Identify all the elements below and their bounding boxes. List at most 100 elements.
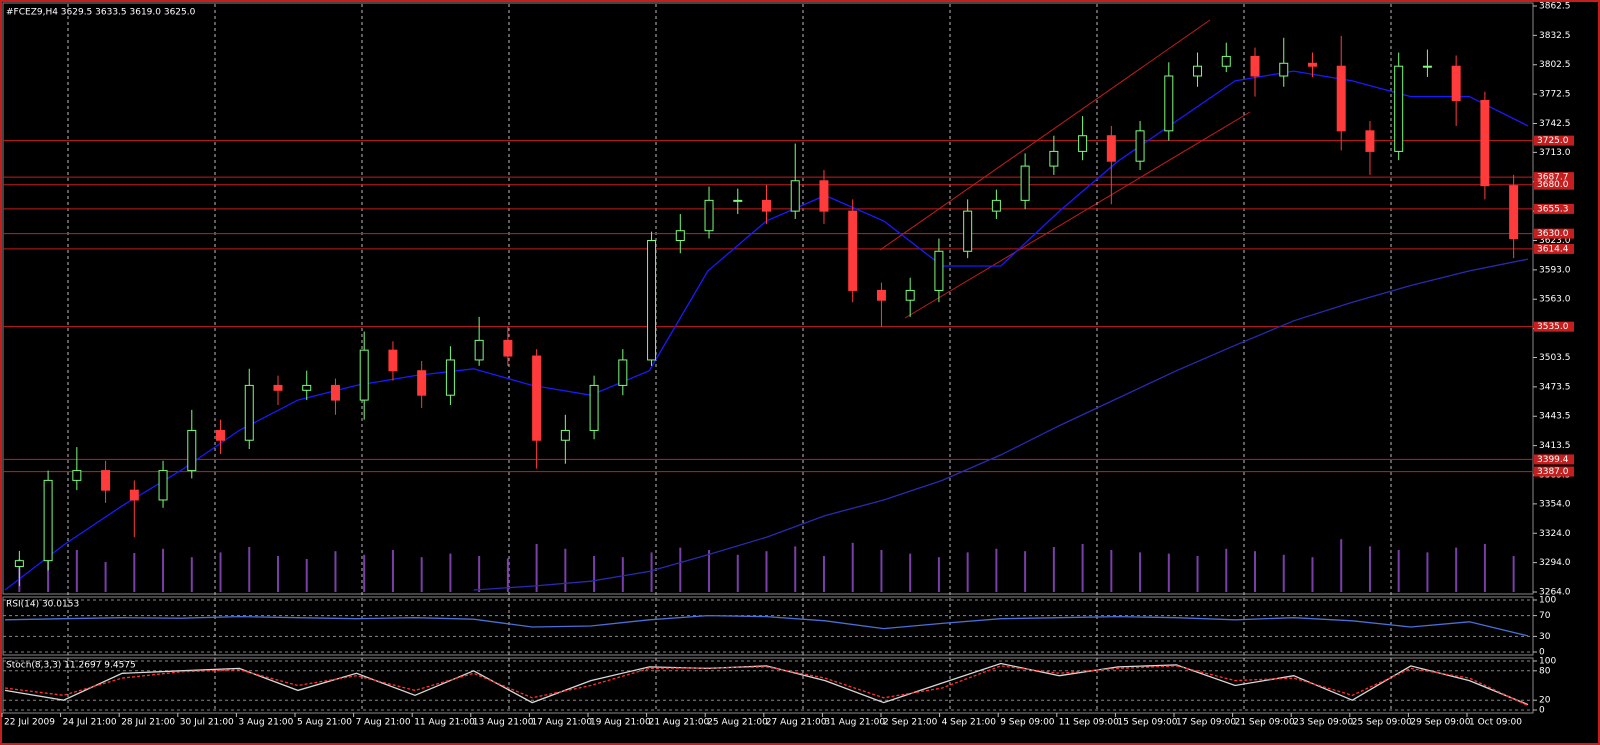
candle-body <box>934 250 944 291</box>
x-tick-label: 7 Aug 21:00 <box>356 718 411 728</box>
volume-bar <box>736 554 739 592</box>
candle-body <box>43 479 53 562</box>
level-label-box <box>1534 454 1574 465</box>
volume-bar <box>564 548 567 592</box>
level-label-box <box>1534 243 1574 254</box>
level-label: 3630.0 <box>1537 229 1569 239</box>
candle-body <box>991 199 1001 212</box>
volume-bar <box>449 553 452 592</box>
volume-bar <box>363 554 366 592</box>
stoch-title: Stoch(8,3,3) 11.2697 9.4575 <box>6 661 136 671</box>
volume-bar <box>276 556 279 592</box>
volume-bar <box>219 552 222 592</box>
x-tick-label: 28 Jul 21:00 <box>121 718 175 728</box>
volume-bar <box>1110 550 1113 592</box>
x-tick-label: 23 Sep 09:00 <box>1293 718 1353 728</box>
chart-title: #FCEZ9,H4 3629.5 3633.5 3619.0 3625.0 <box>6 8 196 18</box>
x-tick-label: 29 Sep 09:00 <box>1410 718 1470 728</box>
level-label-box <box>1534 228 1574 239</box>
candle-body <box>675 230 685 241</box>
x-tick-label: 25 Aug 21:00 <box>707 718 768 728</box>
x-tick-label: 24 Jul 21:00 <box>63 718 117 728</box>
candle-body <box>187 429 197 472</box>
y-tick-label: 70 <box>1539 611 1551 621</box>
candle-body <box>1106 135 1116 162</box>
channel <box>879 19 1251 319</box>
x-tick-label: 27 Aug 21:00 <box>766 718 827 728</box>
volume-bar <box>162 548 165 592</box>
y-tick-label: 3324.0 <box>1539 529 1571 539</box>
volume-bar <box>1052 547 1055 592</box>
candle-body <box>1049 150 1059 167</box>
volume-bar <box>478 556 481 592</box>
y-tick-label: 3593.0 <box>1539 265 1571 275</box>
candle-body <box>244 384 254 441</box>
candle-body <box>589 384 599 431</box>
level-label-box <box>1534 321 1574 332</box>
candle-body <box>1250 55 1260 77</box>
y-tick-label: 3563.0 <box>1539 295 1571 305</box>
y-tick-label: 3473.5 <box>1539 382 1571 392</box>
y-tick-label: 3443.5 <box>1539 412 1571 422</box>
candle-body <box>216 429 226 441</box>
candle-body <box>445 359 455 396</box>
candle-body <box>1020 165 1030 201</box>
x-tick-label: 25 Sep 09:00 <box>1352 718 1412 728</box>
y-tick-label: 3713.0 <box>1539 148 1571 158</box>
volume-bar <box>75 550 78 592</box>
y-tick-label: 3413.5 <box>1539 441 1571 451</box>
candle-body <box>273 384 283 391</box>
y-tick-label: 3264.0 <box>1539 588 1571 598</box>
candle-body <box>819 180 829 212</box>
candle-body <box>1480 99 1490 187</box>
level-label-box <box>1534 179 1574 190</box>
volume-bar <box>1311 557 1314 592</box>
volume-bar <box>391 550 394 592</box>
x-tick-label: 5 Aug 21:00 <box>297 718 352 728</box>
rsi-title: RSI(14) 30.0153 <box>6 600 79 610</box>
candle-body <box>733 199 743 202</box>
y-tick-label: 30 <box>1539 632 1551 642</box>
volume-bar <box>851 542 854 592</box>
y-tick-label: 3503.5 <box>1539 353 1571 363</box>
candle-body <box>1279 62 1289 77</box>
volume-bar <box>708 550 711 592</box>
candle-body <box>848 210 858 291</box>
volume-bar <box>506 558 509 592</box>
rsi-panel <box>2 596 1534 656</box>
y-tick-label: 3832.5 <box>1539 31 1571 41</box>
indicator-line <box>473 258 1529 591</box>
volume-bar <box>420 557 423 592</box>
x-tick-label: 11 Sep 09:00 <box>1059 718 1119 728</box>
level-label: 3655.3 <box>1537 204 1569 214</box>
level-label: 3687.7 <box>1537 173 1569 183</box>
candle-body <box>1193 65 1203 77</box>
volume-bar <box>1254 551 1257 592</box>
level-label-box <box>1534 135 1574 146</box>
candle-body <box>963 210 973 252</box>
channel-line <box>904 111 1251 319</box>
candle-body <box>101 470 111 491</box>
volume-bar <box>995 548 998 592</box>
y-tick-label: 3294.0 <box>1539 558 1571 568</box>
volume-bar <box>937 557 940 592</box>
y-tick-label: 3862.5 <box>1539 2 1571 12</box>
candle-body <box>359 349 369 401</box>
volume-bar <box>334 551 337 592</box>
candle-body <box>474 339 484 361</box>
volume-bar <box>966 552 969 592</box>
candle-body <box>790 180 800 212</box>
indicator-line <box>4 665 1529 707</box>
level-label: 3725.0 <box>1537 136 1569 146</box>
volume-bar <box>305 559 308 592</box>
volume-bar <box>650 552 653 592</box>
candle-body <box>1135 130 1145 162</box>
candle-body <box>417 370 427 396</box>
candle-body <box>330 384 340 401</box>
level-label: 3387.0 <box>1537 467 1569 477</box>
volume-bar <box>104 562 107 592</box>
y-tick-label: 3772.5 <box>1539 90 1571 100</box>
